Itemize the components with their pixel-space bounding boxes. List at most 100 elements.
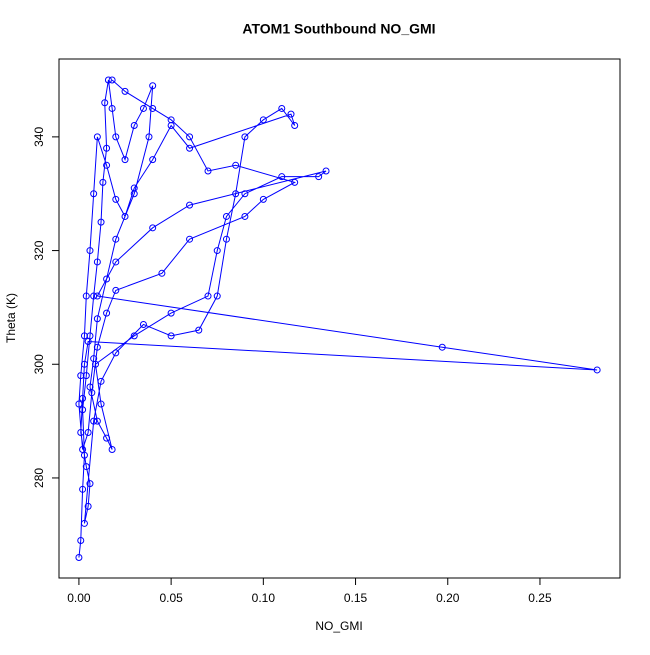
x-tick-label: 0.20 bbox=[436, 591, 460, 605]
data-point bbox=[112, 349, 120, 357]
data-point bbox=[278, 173, 286, 181]
data-point bbox=[93, 292, 101, 300]
data-point bbox=[86, 247, 94, 255]
data-point bbox=[149, 82, 157, 90]
data-point bbox=[101, 99, 109, 107]
data-point bbox=[84, 428, 92, 436]
y-tick-label: 300 bbox=[32, 354, 46, 374]
data-point bbox=[99, 178, 107, 186]
data-point bbox=[97, 377, 105, 385]
data-point bbox=[104, 76, 112, 84]
data-point bbox=[86, 480, 94, 488]
data-point bbox=[93, 315, 101, 323]
data-line bbox=[78, 79, 598, 558]
data-point bbox=[97, 400, 105, 408]
data-point bbox=[80, 332, 88, 340]
data-point bbox=[149, 224, 157, 232]
data-point bbox=[167, 309, 175, 317]
x-tick-label: 0.00 bbox=[67, 591, 91, 605]
data-point bbox=[287, 110, 295, 118]
data-point bbox=[79, 406, 87, 414]
data-point bbox=[93, 133, 101, 141]
data-point bbox=[112, 235, 120, 243]
x-tick-label: 0.15 bbox=[344, 591, 368, 605]
y-axis-label: Theta (K) bbox=[4, 293, 18, 343]
data-point bbox=[232, 161, 240, 169]
x-tick-label: 0.10 bbox=[252, 591, 276, 605]
data-point bbox=[195, 326, 203, 334]
data-point bbox=[149, 156, 157, 164]
data-point bbox=[186, 201, 194, 209]
data-point bbox=[259, 116, 267, 124]
data-point bbox=[149, 104, 157, 112]
data-point bbox=[82, 463, 90, 471]
data-point bbox=[112, 258, 120, 266]
data-point bbox=[130, 184, 138, 192]
data-point bbox=[130, 122, 138, 130]
data-point bbox=[593, 366, 601, 374]
data-point bbox=[79, 485, 87, 493]
data-point bbox=[139, 320, 147, 328]
data-point bbox=[103, 144, 111, 152]
data-point bbox=[139, 104, 147, 112]
data-point bbox=[222, 212, 230, 220]
data-point bbox=[79, 446, 87, 454]
data-point bbox=[213, 292, 221, 300]
data-point bbox=[232, 190, 240, 198]
data-point bbox=[167, 332, 175, 340]
data-point bbox=[97, 218, 105, 226]
data-point bbox=[103, 434, 111, 442]
data-point bbox=[204, 292, 212, 300]
data-point bbox=[438, 343, 446, 351]
data-point bbox=[108, 76, 116, 84]
data-point bbox=[186, 133, 194, 141]
data-point bbox=[75, 554, 83, 562]
data-point bbox=[93, 258, 101, 266]
data-point bbox=[241, 133, 249, 141]
data-point bbox=[75, 400, 83, 408]
data-point bbox=[93, 343, 101, 351]
data-point bbox=[167, 116, 175, 124]
data-point bbox=[112, 133, 120, 141]
data-point bbox=[93, 417, 101, 425]
data-point bbox=[112, 195, 120, 203]
data-point bbox=[291, 178, 299, 186]
data-point bbox=[108, 104, 116, 112]
x-tick-label: 0.25 bbox=[528, 591, 552, 605]
x-tick-label: 0.05 bbox=[159, 591, 183, 605]
chart-title: ATOM1 Southbound NO_GMI bbox=[242, 21, 435, 37]
data-point bbox=[92, 360, 100, 368]
data-point bbox=[213, 247, 221, 255]
data-point bbox=[80, 519, 88, 527]
y-tick-label: 280 bbox=[32, 468, 46, 488]
data-point bbox=[222, 235, 230, 243]
data-point bbox=[241, 212, 249, 220]
data-point bbox=[112, 286, 120, 294]
data-point bbox=[186, 144, 194, 152]
data-point bbox=[121, 212, 129, 220]
data-point bbox=[145, 133, 153, 141]
data-point bbox=[88, 389, 96, 397]
data-point bbox=[84, 338, 92, 346]
data-point bbox=[322, 167, 330, 175]
data-point bbox=[103, 161, 111, 169]
data-point bbox=[103, 275, 111, 283]
data-point bbox=[158, 269, 166, 277]
data-point bbox=[121, 156, 129, 164]
data-point bbox=[77, 536, 85, 544]
data-point bbox=[241, 190, 249, 198]
data-point bbox=[315, 173, 323, 181]
data-point bbox=[103, 309, 111, 317]
data-point bbox=[77, 428, 85, 436]
data-point bbox=[130, 332, 138, 340]
data-point bbox=[278, 104, 286, 112]
data-point bbox=[79, 394, 87, 402]
data-point bbox=[90, 190, 98, 198]
data-point bbox=[121, 87, 129, 95]
data-point bbox=[80, 360, 88, 368]
x-axis-label: NO_GMI bbox=[315, 619, 362, 633]
data-point bbox=[84, 502, 92, 510]
y-tick-label: 340 bbox=[32, 127, 46, 147]
